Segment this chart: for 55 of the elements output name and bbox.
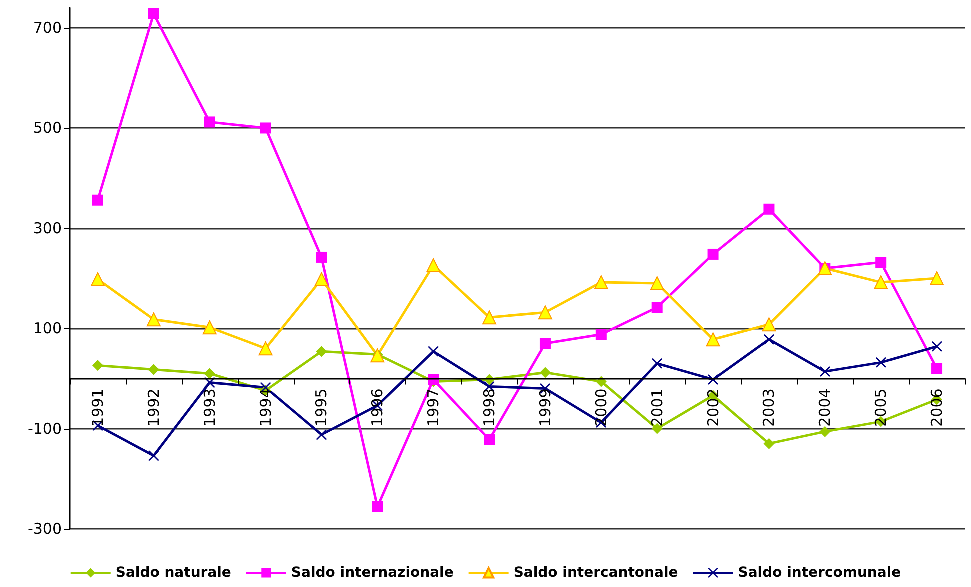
x-tick-label: 2005 (872, 388, 890, 427)
x-tick-label: 2006 (928, 388, 946, 427)
y-tick-label: 700 (33, 19, 62, 38)
point (764, 334, 774, 345)
x-tick-label: 1999 (536, 388, 554, 427)
point (876, 358, 886, 368)
point (92, 360, 104, 372)
point (148, 8, 160, 20)
point (764, 438, 775, 450)
point (876, 256, 887, 268)
point (428, 346, 439, 357)
y-tick-label: 500 (33, 119, 62, 138)
x-tick-label: 1996 (368, 388, 387, 427)
legend-label: Saldo naturale (116, 565, 232, 581)
x-tick-label: 2004 (816, 388, 834, 427)
point (372, 501, 384, 512)
x-tick-label: 2001 (648, 388, 666, 427)
point (932, 363, 943, 374)
x-tick-label: 1993 (200, 388, 219, 427)
x-tick-label: 1998 (480, 388, 499, 427)
x-tick-label: 1995 (312, 388, 331, 427)
point (260, 122, 272, 134)
point (316, 252, 328, 263)
x-tick-label: 2000 (592, 388, 610, 427)
point (932, 342, 942, 352)
x-tick-label: 1994 (256, 388, 275, 427)
point (540, 338, 551, 350)
point (708, 248, 719, 260)
legend-label: Saldo intercantonale (514, 565, 678, 581)
point (316, 346, 328, 358)
point (652, 302, 663, 314)
x-tick-label: 2002 (704, 388, 722, 427)
point (764, 204, 775, 215)
point (204, 116, 216, 128)
x-tick-label: 1991 (88, 388, 107, 427)
y-tick-label: -100 (28, 420, 62, 438)
point (204, 368, 216, 380)
legend-label: Saldo internazionale (291, 565, 454, 581)
point (92, 194, 104, 206)
point (148, 450, 159, 461)
x-tick-label: 1997 (424, 388, 443, 427)
x-tick-label: 1992 (144, 388, 163, 427)
point (316, 430, 327, 440)
legend-label: Saldo intercomunale (738, 565, 902, 581)
point (484, 434, 496, 446)
point (540, 367, 551, 378)
y-tick-label: 300 (33, 219, 62, 238)
y-tick-label: 100 (33, 320, 62, 338)
point (596, 329, 607, 340)
point (820, 426, 831, 438)
point (652, 358, 662, 369)
point (820, 366, 830, 377)
x-tick-label: 2003 (760, 388, 778, 427)
y-tick-label: -300 (28, 520, 62, 538)
point (148, 364, 160, 376)
